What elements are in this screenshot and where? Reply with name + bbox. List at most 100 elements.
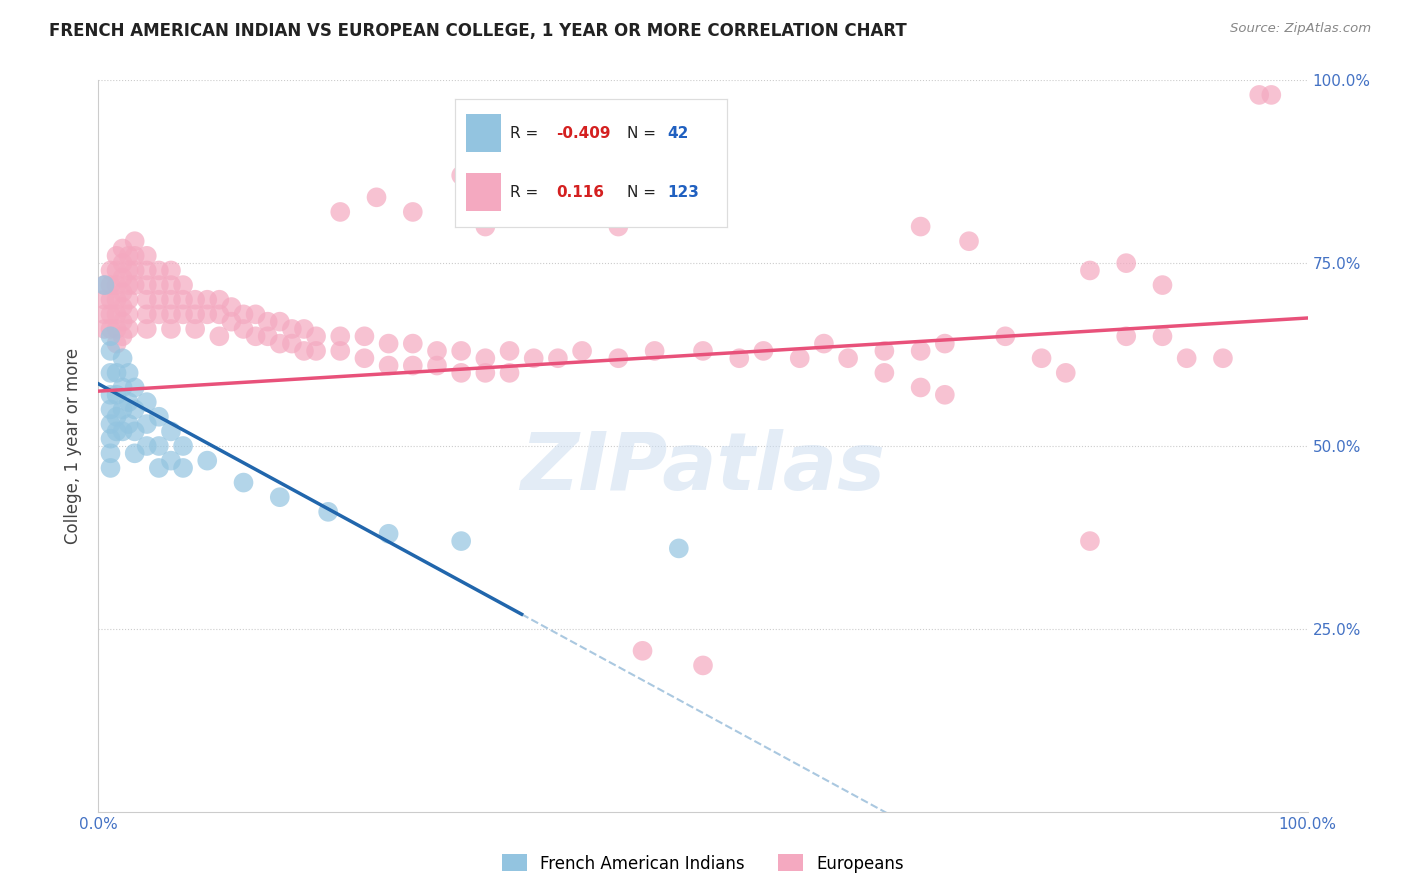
Point [910, 380, 932, 394]
Point [232, 307, 254, 321]
Point [450, 366, 472, 380]
Point [111, 270, 134, 285]
Point [135, 417, 157, 431]
Point [172, 461, 194, 475]
Point [221, 300, 243, 314]
Point [118, 366, 141, 380]
Point [100, 461, 122, 475]
Point [498, 343, 520, 358]
Text: ZIPatlas: ZIPatlas [520, 429, 886, 507]
Point [316, 505, 339, 519]
Point [105, 388, 128, 402]
Point [402, 336, 425, 351]
Point [402, 359, 425, 373]
Point [135, 439, 157, 453]
Point [208, 293, 231, 307]
Point [111, 425, 134, 439]
Point [111, 300, 134, 314]
Point [474, 161, 496, 175]
Text: FRENCH AMERICAN INDIAN VS EUROPEAN COLLEGE, 1 YEAR OR MORE CORRELATION CHART: FRENCH AMERICAN INDIAN VS EUROPEAN COLLE… [49, 22, 907, 40]
Point [111, 351, 134, 366]
Point [105, 307, 128, 321]
Point [105, 366, 128, 380]
Point [135, 395, 157, 409]
Point [305, 329, 328, 343]
Point [124, 446, 146, 460]
Point [450, 169, 472, 183]
Point [148, 293, 170, 307]
Point [474, 219, 496, 234]
Point [232, 322, 254, 336]
Point [135, 322, 157, 336]
Point [184, 322, 207, 336]
Point [1249, 87, 1271, 102]
Point [910, 219, 932, 234]
Point [1152, 278, 1174, 293]
Point [208, 307, 231, 321]
Point [353, 329, 375, 343]
Point [668, 541, 690, 556]
Point [111, 329, 134, 343]
Point [547, 351, 569, 366]
Point [111, 402, 134, 417]
Point [292, 343, 315, 358]
Point [1175, 351, 1198, 366]
Point [377, 359, 399, 373]
Point [124, 278, 146, 293]
Point [118, 307, 141, 321]
Point [100, 366, 122, 380]
Point [105, 278, 128, 293]
Point [607, 219, 630, 234]
Point [692, 658, 714, 673]
Point [426, 343, 449, 358]
Point [450, 534, 472, 549]
Point [789, 351, 811, 366]
Point [148, 461, 170, 475]
Point [118, 293, 141, 307]
Point [160, 453, 183, 467]
Point [172, 293, 194, 307]
Point [873, 366, 896, 380]
Point [172, 439, 194, 453]
Point [692, 205, 714, 219]
Point [269, 336, 291, 351]
Point [329, 329, 352, 343]
Point [160, 293, 183, 307]
Point [124, 425, 146, 439]
Point [994, 329, 1017, 343]
Point [124, 234, 146, 248]
Point [426, 359, 449, 373]
Point [111, 315, 134, 329]
Point [135, 307, 157, 321]
Point [105, 322, 128, 336]
Point [135, 278, 157, 293]
Text: Source: ZipAtlas.com: Source: ZipAtlas.com [1230, 22, 1371, 36]
Point [692, 343, 714, 358]
Point [124, 263, 146, 277]
Point [105, 409, 128, 424]
Point [172, 307, 194, 321]
Point [100, 388, 122, 402]
Point [498, 366, 520, 380]
Point [256, 315, 278, 329]
Point [1078, 263, 1101, 277]
Point [100, 432, 122, 446]
Point [873, 343, 896, 358]
Point [93, 278, 115, 293]
Point [571, 205, 593, 219]
Point [1260, 87, 1282, 102]
Point [111, 242, 134, 256]
Legend: French American Indians, Europeans: French American Indians, Europeans [495, 847, 911, 880]
Point [957, 234, 980, 248]
Point [1212, 351, 1234, 366]
Point [100, 402, 122, 417]
Point [644, 343, 666, 358]
Point [100, 278, 122, 293]
Point [195, 453, 218, 467]
Point [135, 249, 157, 263]
Point [366, 190, 388, 204]
Point [934, 388, 956, 402]
Point [118, 263, 141, 277]
Point [377, 526, 399, 541]
Point [208, 329, 231, 343]
